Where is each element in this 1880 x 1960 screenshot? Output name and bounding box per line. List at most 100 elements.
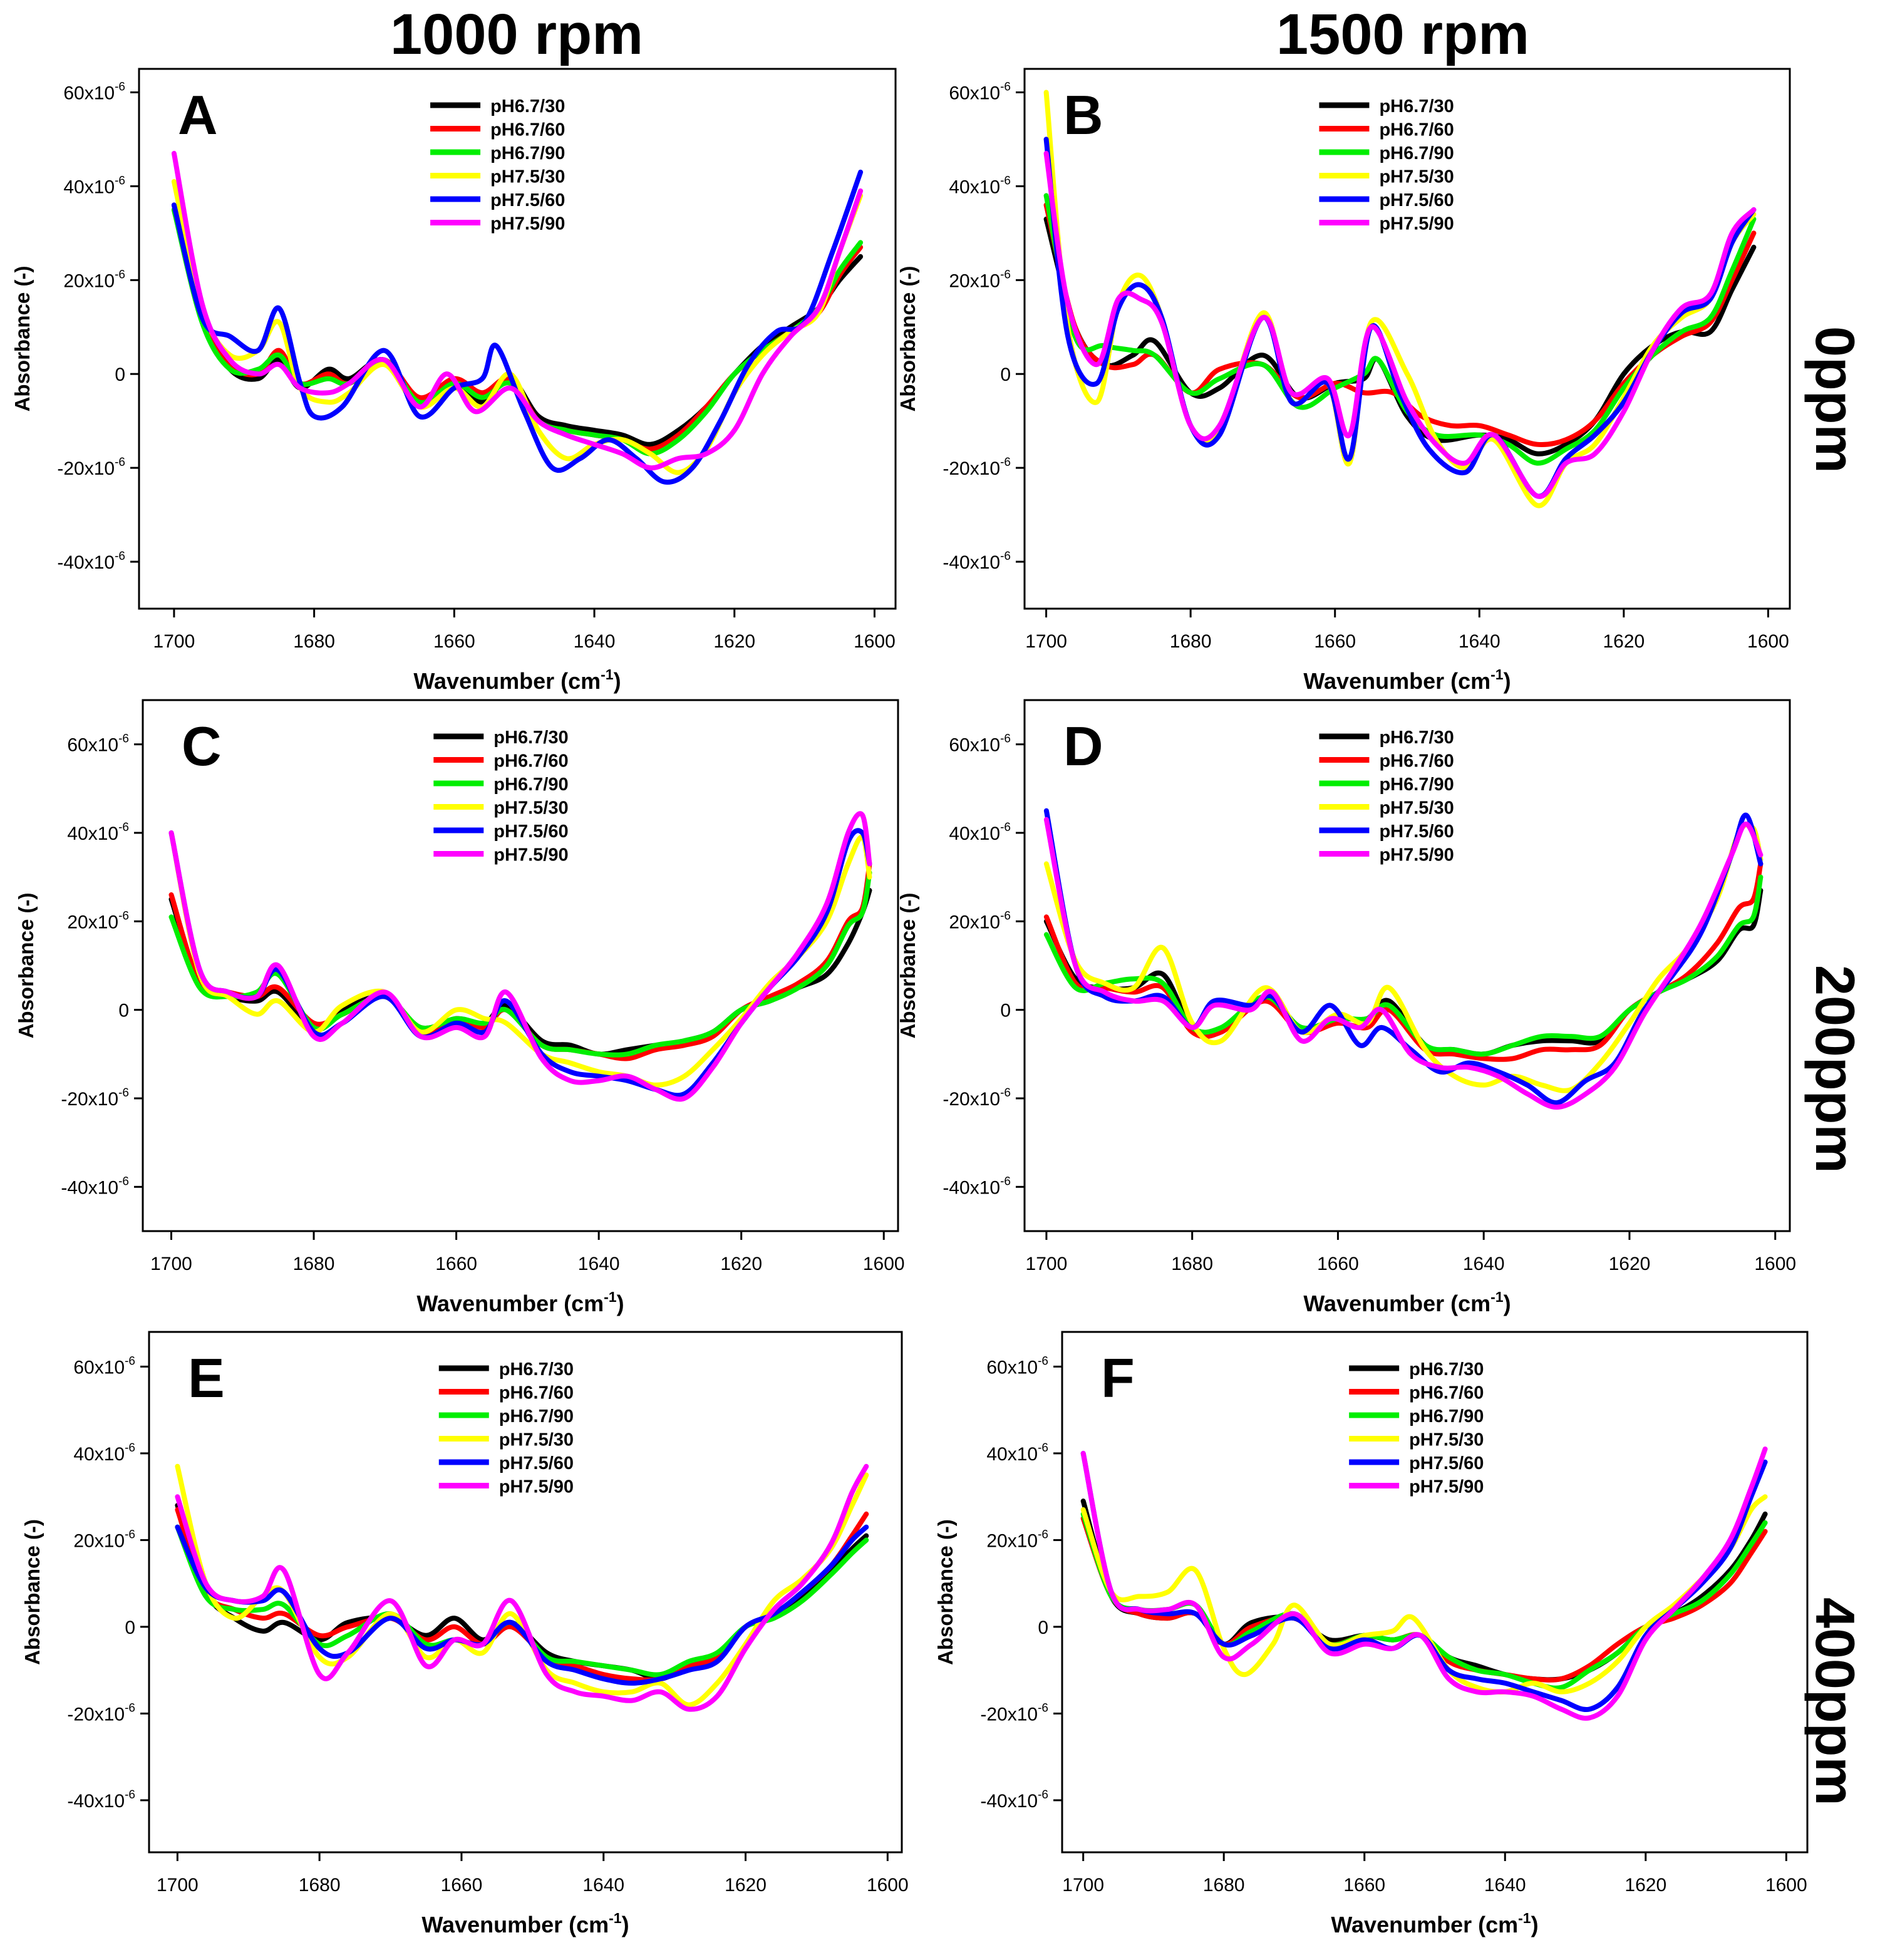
series-line-ph6-7-30 <box>1080 1498 1768 1683</box>
x-axis-label: Wavenumber (cm-1) <box>421 1910 629 1937</box>
x-axis-label: Wavenumber (cm-1) <box>1303 1289 1511 1316</box>
plot-frame <box>148 1331 903 1854</box>
y-tick-label: 20x10-6 <box>986 1528 1048 1551</box>
y-axis-label: Absorbance (-) <box>11 266 34 412</box>
x-tick-label: 1680 <box>293 1254 335 1274</box>
y-tick-label: -20x10-6 <box>943 456 1011 479</box>
legend: pH6.7/30 pH6.7/60 pH6.7/90 pH7.5/30 pH7.5/60… <box>438 1359 574 1497</box>
legend-label: pH7.5/30 <box>1409 1430 1484 1450</box>
x-tick-label: 1620 <box>1624 1875 1666 1896</box>
x-tick-label: 1640 <box>582 1875 624 1896</box>
legend-label: pH6.7/60 <box>1379 751 1454 771</box>
x-tick-label: 1660 <box>435 1254 477 1274</box>
x-tick-label: 1700 <box>1026 1254 1068 1274</box>
legend-label: pH6.7/90 <box>1409 1406 1484 1426</box>
panel-letter: A <box>178 84 218 146</box>
legend-label: pH6.7/90 <box>493 775 568 795</box>
x-tick-label: 1700 <box>1025 631 1067 652</box>
x-tick-label: 1620 <box>725 1875 767 1896</box>
x-tick-label: 1700 <box>150 1254 192 1274</box>
y-tick-label: 40x10-6 <box>63 174 125 197</box>
y-tick-label: 40x10-6 <box>949 821 1011 844</box>
y-tick-label: 20x10-6 <box>67 909 129 932</box>
series-line-ph6-7-60 <box>168 861 872 1061</box>
x-tick-label: 1640 <box>578 1254 620 1274</box>
x-tick-label: 1640 <box>1463 1254 1505 1274</box>
legend-label: pH7.5/60 <box>493 822 568 842</box>
series-line-ph6-7-90 <box>175 1524 869 1678</box>
x-tick-label: 1620 <box>1609 1254 1651 1274</box>
panel-letter: F <box>1101 1347 1135 1409</box>
series-line-ph7-5-60 <box>171 169 864 485</box>
x-tick-label: 1640 <box>1484 1875 1526 1896</box>
x-tick-label: 1600 <box>1747 631 1789 652</box>
x-axis-label: Wavenumber (cm-1) <box>1331 1910 1538 1937</box>
series-line-ph7-5-30 <box>175 1463 869 1708</box>
series-line-ph7-5-30 <box>1080 1494 1768 1695</box>
y-tick-label: -40x10-6 <box>943 550 1011 573</box>
y-axis-label: Absorbance (-) <box>14 893 38 1039</box>
legend-label: pH6.7/90 <box>490 143 565 163</box>
y-tick-label: 40x10-6 <box>67 821 129 844</box>
series-line-ph6-7-60 <box>175 1507 869 1683</box>
y-tick-label: 40x10-6 <box>986 1442 1048 1465</box>
panel-letter: C <box>182 715 222 777</box>
y-tick-label: 0 <box>125 1617 135 1638</box>
plot-frame <box>1023 699 1791 1232</box>
legend-label: pH7.5/60 <box>1379 822 1454 842</box>
y-tick-label: 40x10-6 <box>73 1442 135 1465</box>
legend: pH6.7/30 pH6.7/60 pH6.7/90 pH7.5/30 pH7.5/60… <box>1349 1359 1484 1497</box>
x-tick-label: 1700 <box>153 631 195 652</box>
x-tick-label: 1660 <box>441 1875 483 1896</box>
panel-letter: E <box>188 1347 225 1409</box>
legend-label: pH6.7/30 <box>1379 96 1454 116</box>
legend-label: pH7.5/60 <box>490 190 565 210</box>
panel-letter: B <box>1063 84 1103 146</box>
y-tick-label: 20x10-6 <box>949 268 1011 291</box>
y-tick-label: 0 <box>1038 1617 1048 1638</box>
legend-label: pH6.7/60 <box>1409 1383 1484 1403</box>
series-line-ph6-7-30 <box>1043 216 1757 456</box>
y-tick-label: 20x10-6 <box>63 268 125 291</box>
x-tick-label: 1600 <box>1754 1254 1796 1274</box>
plot-frame <box>1061 1331 1809 1854</box>
legend-label: pH7.5/60 <box>499 1453 574 1473</box>
legend-label: pH7.5/90 <box>1409 1477 1484 1497</box>
x-axis-label: Wavenumber (cm-1) <box>1303 666 1511 694</box>
y-tick-label: 0 <box>115 364 125 385</box>
legend: pH6.7/30 pH6.7/60 pH6.7/90 pH7.5/30 pH7.5/60… <box>1319 728 1454 865</box>
y-axis-label: Absorbance (-) <box>896 893 919 1039</box>
x-tick-label: 1680 <box>293 631 335 652</box>
legend: pH6.7/30 pH6.7/60 pH6.7/90 pH7.5/30 pH7.5/60… <box>430 96 565 234</box>
legend-label: pH6.7/60 <box>493 751 568 771</box>
y-tick-label: -40x10-6 <box>943 1175 1011 1198</box>
x-tick-label: 1700 <box>157 1875 199 1896</box>
series-line-ph7-5-30 <box>168 830 872 1088</box>
series-line-ph7-5-90 <box>168 811 872 1102</box>
series-line-ph6-7-60 <box>171 202 864 452</box>
y-tick-label: 40x10-6 <box>949 174 1011 197</box>
x-tick-label: 1620 <box>713 631 755 652</box>
legend-label: pH6.7/90 <box>1379 143 1454 163</box>
y-tick-label: 20x10-6 <box>949 909 1011 932</box>
series-line-ph7-5-90 <box>175 1463 869 1712</box>
y-tick-label: -20x10-6 <box>57 456 125 479</box>
x-axis-label: Wavenumber (cm-1) <box>416 1289 624 1316</box>
chart-panel-a: 1700 1680 1660 1640 1620 1600 60x10-6 40x10-6 20… <box>11 68 897 694</box>
legend-label: pH7.5/60 <box>1379 190 1454 210</box>
y-tick-label: -20x10-6 <box>61 1086 129 1110</box>
y-tick-label: 60x10-6 <box>949 80 1011 103</box>
column-header-1000rpm: 1000 rpm <box>390 3 644 66</box>
chart-panel-e: 1700 1680 1660 1640 1620 1600 60x10-6 40x10-6 20… <box>21 1331 909 1937</box>
legend-label: pH6.7/30 <box>499 1359 574 1380</box>
y-tick-label: -20x10-6 <box>943 1086 1011 1110</box>
y-tick-label: -40x10-6 <box>980 1788 1048 1812</box>
series-line-ph7-5-90 <box>1043 817 1764 1110</box>
y-tick-label: -40x10-6 <box>57 550 125 573</box>
series-line-ph6-7-90 <box>171 207 864 456</box>
legend-label: pH7.5/90 <box>499 1477 574 1497</box>
x-tick-label: 1640 <box>1459 631 1500 652</box>
legend-label: pH7.5/60 <box>1409 1453 1484 1473</box>
y-axis-label: Absorbance (-) <box>21 1519 44 1665</box>
